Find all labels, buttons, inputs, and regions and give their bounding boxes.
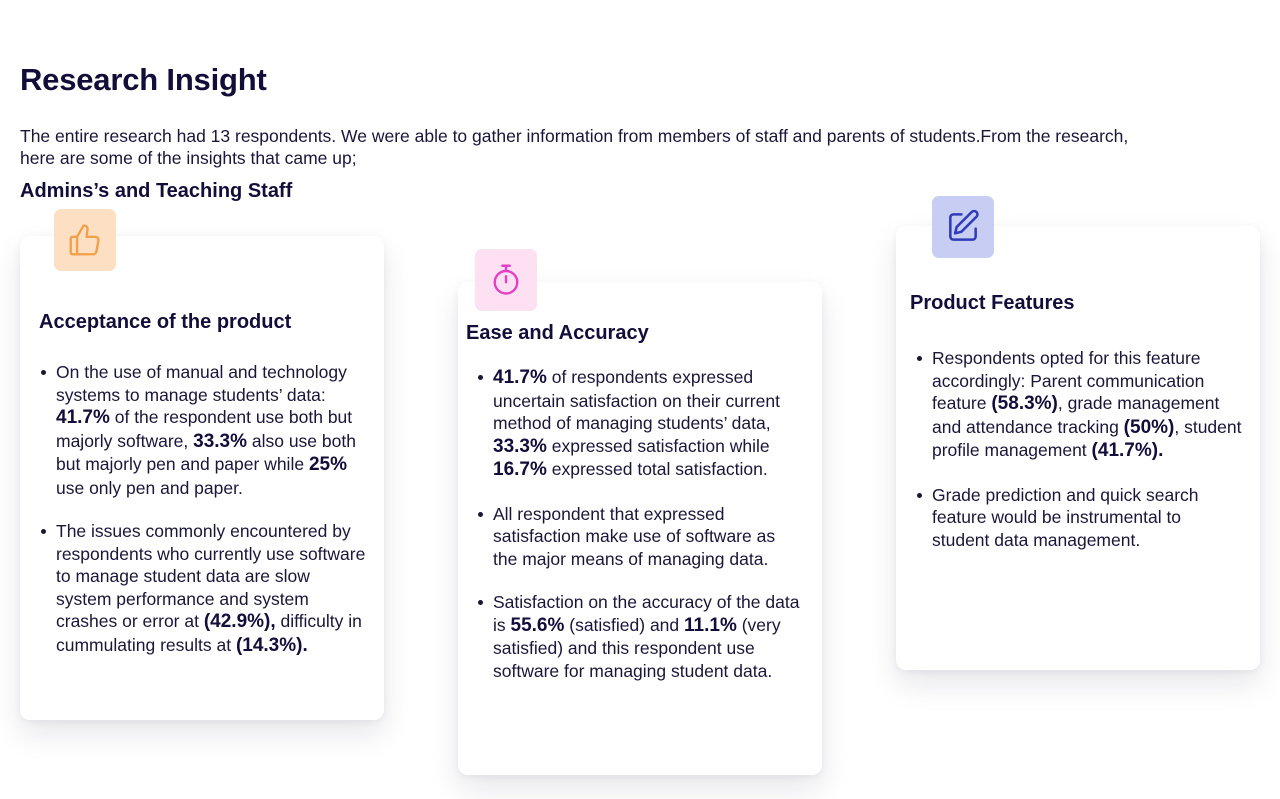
stat-value: 33.3% — [193, 430, 247, 452]
bullet-item: Grade prediction and quick search featur… — [917, 484, 1242, 552]
stat-value: 41.7% — [493, 367, 547, 388]
bullet-text: , student profile management — [932, 416, 1242, 461]
bullet-text: difficulty in cummulating results at — [56, 611, 362, 655]
stat-value: (14.3%). — [235, 634, 308, 656]
bullet-text: On the use of manual and technology syst… — [56, 362, 347, 405]
stat-value: (50%) — [1123, 416, 1175, 438]
bullet-text: (satisfied) and — [564, 614, 685, 635]
product-features-card — [896, 226, 1260, 670]
card-title-ease-accuracy: Ease and Accuracy — [466, 322, 649, 344]
stat-value: 16.7% — [493, 459, 547, 480]
bullet-text: of respondents expressed uncertain satis… — [493, 367, 780, 433]
ease-accuracy-bullet-list: 41.7% of respondents expressed uncertain… — [478, 366, 803, 703]
stat-value: 33.3% — [493, 435, 547, 457]
product-features-bullet-list: Respondents opted for this feature accor… — [917, 347, 1242, 572]
bullet-text: All respondent that expressed satisfacti… — [493, 503, 776, 569]
bullet-item: All respondent that expressed satisfacti… — [478, 503, 803, 571]
intro-paragraph: The entire research had 13 respondents. … — [20, 126, 1129, 168]
ease-accuracy-card — [458, 282, 822, 775]
page-title: Research Insight — [20, 62, 267, 97]
edit-icon-box — [932, 196, 994, 258]
stat-value: (41.7%). — [1091, 440, 1164, 461]
bullet-item: Satisfaction on the accuracy of the data… — [478, 591, 803, 682]
stopwatch-icon — [493, 264, 519, 295]
thumbs-up-icon — [69, 224, 100, 256]
acceptance-bullet-list: On the use of manual and technology syst… — [41, 361, 366, 678]
card-title-product-features: Product Features — [910, 292, 1075, 314]
bullet-item: Respondents opted for this feature accor… — [917, 347, 1242, 463]
bullet-text: (very satisfied) and this respondent use… — [493, 614, 781, 681]
bullet-item: 41.7% of respondents expressed uncertain… — [478, 366, 803, 482]
bullet-text: expressed total satisfaction. — [546, 459, 768, 479]
bullet-text: , grade management and attendance tracki… — [932, 393, 1220, 437]
acceptance-card — [20, 236, 384, 720]
bullet-text: also use both but majorly pen and paper … — [56, 430, 356, 475]
stat-value: 41.7% — [56, 407, 110, 428]
bullet-text: Grade prediction and quick search featur… — [932, 484, 1199, 550]
thumbs-up-icon-box — [54, 209, 116, 271]
bullet-text: expressed satisfaction while — [546, 435, 770, 456]
bullet-text: use only pen and paper. — [56, 477, 243, 498]
bullet-text: of the respondent use both but majorly s… — [56, 407, 353, 451]
bullet-text: Satisfaction on the accuracy of the data… — [493, 592, 800, 635]
stat-value: 11.1% — [684, 614, 737, 636]
stopwatch-icon-box — [475, 249, 537, 311]
bullet-text: Respondents opted for this feature accor… — [932, 348, 1205, 413]
section-subtitle: Admins’s and Teaching Staff — [20, 180, 293, 202]
stat-value: 55.6% — [510, 614, 565, 636]
bullet-item: The issues commonly encountered by respo… — [41, 520, 366, 657]
stat-value: (58.3%) — [991, 393, 1058, 414]
bullet-item: On the use of manual and technology syst… — [41, 361, 366, 499]
edit-icon — [949, 209, 979, 241]
stat-value: (42.9%), — [203, 611, 276, 632]
bullet-text: The issues commonly encountered by respo… — [56, 521, 366, 631]
card-title-acceptance: Acceptance of the product — [39, 311, 292, 333]
stat-value: 25% — [308, 454, 347, 475]
